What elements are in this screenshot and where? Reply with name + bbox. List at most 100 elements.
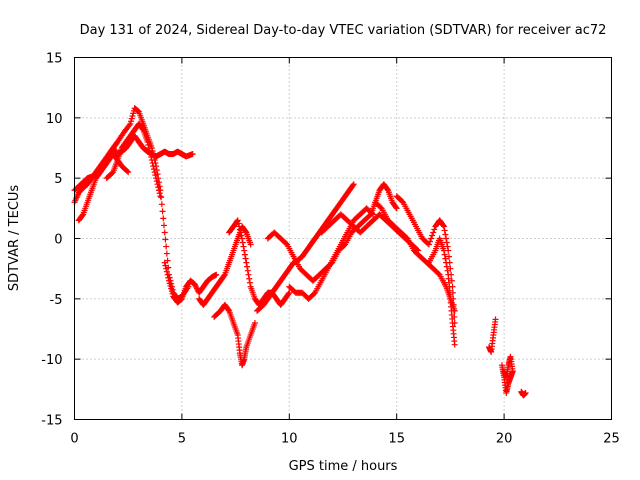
data-point bbox=[403, 234, 410, 241]
data-point bbox=[251, 319, 258, 326]
data-point bbox=[240, 243, 247, 250]
series-arc15 bbox=[425, 235, 458, 348]
data-point bbox=[244, 263, 251, 270]
data-point bbox=[247, 241, 254, 248]
y-tick-label: 15 bbox=[46, 52, 63, 67]
data-point bbox=[441, 227, 448, 234]
y-tick-label: 10 bbox=[46, 112, 63, 127]
data-points bbox=[71, 105, 529, 399]
data-point bbox=[444, 243, 451, 250]
data-point bbox=[440, 247, 447, 254]
data-point bbox=[242, 228, 249, 235]
series-arc11 bbox=[286, 205, 377, 302]
data-point bbox=[443, 239, 450, 246]
data-point bbox=[435, 270, 442, 277]
data-point bbox=[166, 277, 173, 284]
data-point bbox=[243, 259, 250, 266]
data-point bbox=[370, 211, 377, 218]
data-point bbox=[442, 255, 449, 262]
data-point bbox=[125, 169, 132, 176]
data-point bbox=[150, 166, 157, 173]
data-point bbox=[350, 182, 357, 189]
data-point bbox=[155, 184, 162, 191]
data-point bbox=[235, 220, 242, 227]
data-point bbox=[341, 242, 348, 249]
data-point bbox=[241, 251, 248, 258]
data-point bbox=[164, 271, 171, 278]
data-point bbox=[154, 181, 161, 188]
data-point bbox=[239, 239, 246, 246]
data-point bbox=[153, 178, 160, 185]
data-point bbox=[238, 232, 245, 239]
series-arc8 bbox=[226, 217, 293, 308]
x-tick-labels: 0 5 10 15 20 25 bbox=[70, 432, 619, 447]
data-point bbox=[155, 187, 162, 194]
data-point bbox=[148, 154, 155, 161]
data-point bbox=[350, 181, 357, 188]
data-point bbox=[393, 205, 400, 212]
data-point bbox=[109, 170, 116, 177]
data-point bbox=[169, 290, 176, 297]
data-point bbox=[150, 163, 157, 170]
data-point bbox=[286, 289, 293, 296]
data-point bbox=[166, 280, 173, 287]
data-point bbox=[148, 157, 155, 164]
data-point bbox=[139, 125, 146, 132]
chart-title: Day 131 of 2024, Sidereal Day-to-day VTE… bbox=[80, 23, 607, 38]
data-point bbox=[426, 238, 433, 245]
data-point bbox=[213, 271, 220, 278]
x-tick-label: 5 bbox=[178, 432, 186, 447]
series-arc10 bbox=[264, 181, 400, 284]
data-point bbox=[128, 115, 135, 122]
series-arc6 bbox=[196, 223, 254, 308]
data-point bbox=[157, 193, 164, 200]
data-point bbox=[146, 148, 153, 155]
data-point bbox=[158, 201, 165, 208]
data-point bbox=[165, 274, 172, 281]
data-point bbox=[440, 222, 447, 229]
series-arc7 bbox=[211, 301, 258, 369]
data-point bbox=[163, 243, 170, 250]
x-tick-label: 25 bbox=[603, 432, 620, 447]
data-point bbox=[161, 259, 168, 266]
data-point bbox=[156, 190, 163, 197]
data-point bbox=[79, 212, 86, 219]
data-point bbox=[149, 160, 156, 167]
data-point bbox=[451, 341, 458, 348]
data-point bbox=[151, 169, 158, 176]
data-point bbox=[368, 210, 375, 217]
data-point bbox=[167, 282, 174, 289]
data-point bbox=[161, 222, 167, 229]
data-point bbox=[129, 113, 136, 120]
x-axis-label: GPS time / hours bbox=[289, 459, 398, 474]
data-point bbox=[159, 208, 166, 215]
data-point bbox=[444, 267, 451, 274]
data-point bbox=[285, 290, 292, 297]
data-point bbox=[145, 141, 152, 148]
series-arc19 bbox=[518, 388, 529, 399]
series-arc3 bbox=[75, 151, 132, 224]
data-point bbox=[430, 229, 437, 236]
x-tick-label: 0 bbox=[70, 432, 78, 447]
data-point bbox=[377, 204, 384, 211]
data-point bbox=[152, 172, 159, 179]
data-point bbox=[399, 198, 406, 205]
data-point bbox=[441, 251, 448, 258]
data-point bbox=[509, 368, 516, 375]
data-point bbox=[431, 226, 438, 233]
series-arc18 bbox=[501, 353, 516, 381]
x-tick-label: 15 bbox=[388, 432, 405, 447]
data-point bbox=[236, 226, 243, 233]
y-axis-label: SDTVAR / TECUs bbox=[7, 185, 22, 292]
data-point bbox=[283, 240, 290, 247]
data-point bbox=[522, 389, 529, 396]
data-point bbox=[246, 275, 253, 282]
series-arc4 bbox=[103, 120, 164, 200]
data-point bbox=[163, 250, 170, 257]
data-point bbox=[244, 267, 251, 274]
data-point bbox=[161, 229, 168, 236]
data-point bbox=[162, 262, 169, 269]
data-point bbox=[225, 306, 232, 313]
data-point bbox=[168, 285, 175, 292]
data-point bbox=[241, 247, 248, 254]
